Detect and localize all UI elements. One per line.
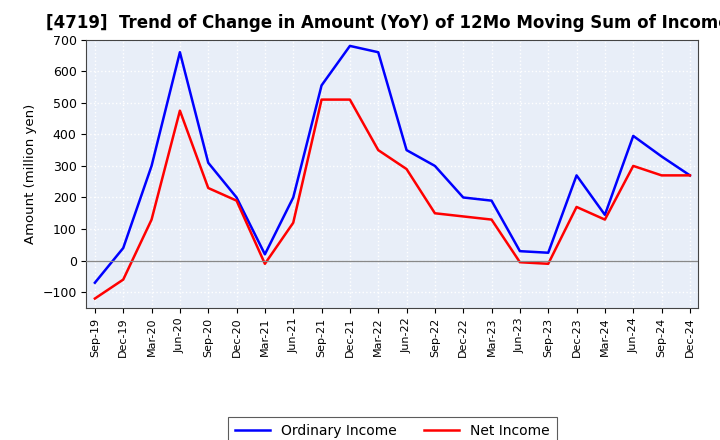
Net Income xyxy=(572,204,581,209)
Net Income xyxy=(148,217,156,222)
Net Income xyxy=(431,211,439,216)
Net Income xyxy=(289,220,297,225)
Line: Ordinary Income: Ordinary Income xyxy=(95,46,690,283)
Net Income xyxy=(374,147,382,153)
Ordinary Income xyxy=(119,246,127,251)
Y-axis label: Amount (million yen): Amount (million yen) xyxy=(24,104,37,244)
Ordinary Income xyxy=(374,50,382,55)
Ordinary Income xyxy=(657,154,666,159)
Net Income xyxy=(487,217,496,222)
Ordinary Income xyxy=(629,133,637,139)
Net Income xyxy=(346,97,354,102)
Ordinary Income xyxy=(318,83,326,88)
Ordinary Income xyxy=(544,250,552,255)
Net Income xyxy=(91,296,99,301)
Ordinary Income xyxy=(289,195,297,200)
Legend: Ordinary Income, Net Income: Ordinary Income, Net Income xyxy=(228,417,557,440)
Title: [4719]  Trend of Change in Amount (YoY) of 12Mo Moving Sum of Incomes: [4719] Trend of Change in Amount (YoY) o… xyxy=(45,15,720,33)
Net Income xyxy=(685,173,694,178)
Ordinary Income xyxy=(233,195,241,200)
Ordinary Income xyxy=(516,249,524,254)
Ordinary Income xyxy=(346,43,354,48)
Net Income xyxy=(600,217,609,222)
Ordinary Income xyxy=(431,163,439,169)
Ordinary Income xyxy=(487,198,496,203)
Net Income xyxy=(176,108,184,113)
Net Income xyxy=(233,198,241,203)
Ordinary Income xyxy=(261,252,269,257)
Net Income xyxy=(119,277,127,282)
Ordinary Income xyxy=(600,212,609,217)
Net Income xyxy=(261,261,269,267)
Net Income xyxy=(544,261,552,267)
Ordinary Income xyxy=(91,280,99,286)
Ordinary Income xyxy=(685,173,694,178)
Net Income xyxy=(657,173,666,178)
Ordinary Income xyxy=(204,160,212,165)
Net Income xyxy=(204,185,212,191)
Line: Net Income: Net Income xyxy=(95,99,690,298)
Ordinary Income xyxy=(402,147,411,153)
Net Income xyxy=(459,214,467,219)
Net Income xyxy=(402,166,411,172)
Ordinary Income xyxy=(148,163,156,169)
Ordinary Income xyxy=(459,195,467,200)
Ordinary Income xyxy=(176,50,184,55)
Net Income xyxy=(629,163,637,169)
Ordinary Income xyxy=(572,173,581,178)
Net Income xyxy=(318,97,326,102)
Net Income xyxy=(516,260,524,265)
